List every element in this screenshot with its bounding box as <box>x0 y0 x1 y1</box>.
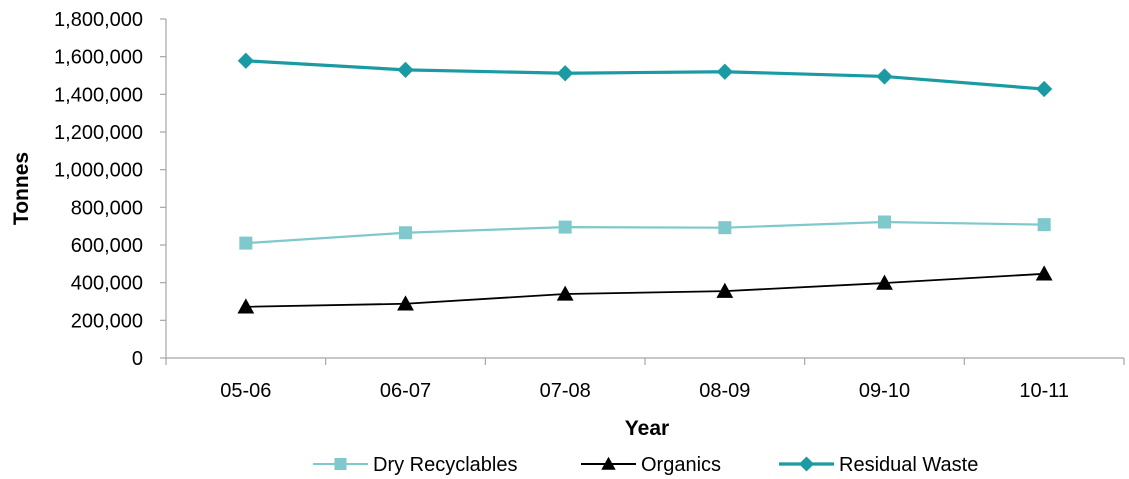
square-marker <box>399 226 412 240</box>
y-axis-title: Tonnes <box>10 152 33 225</box>
y-tick-label: 1,600,000 <box>54 47 143 69</box>
x-tick-label: 06-07 <box>380 380 431 402</box>
x-tick-label: 07-08 <box>540 380 591 402</box>
square-marker <box>334 458 347 470</box>
triangle-marker <box>716 282 734 298</box>
series-line <box>245 272 1045 308</box>
diamond-marker <box>237 52 254 69</box>
series-organics <box>237 265 1053 314</box>
y-axis: 0 200,000 400,000 600,000 800,000 1,000,000 1,… <box>54 9 167 370</box>
series-residual-waste <box>237 52 1053 98</box>
legend-label: Residual Waste <box>839 454 978 476</box>
diamond-marker <box>799 456 814 472</box>
legend-item: Residual Waste <box>779 454 978 476</box>
legend-item: Organics <box>581 454 721 476</box>
y-ticks: 0 200,000 400,000 600,000 800,000 1,000,000 1,… <box>54 9 166 370</box>
legend-item: Dry Recyclables <box>313 454 517 476</box>
triangle-marker <box>237 298 255 314</box>
y-tick-label: 400,000 <box>71 273 143 295</box>
x-axis-title: Year <box>625 417 669 440</box>
x-tick-label: 10-11 <box>1019 380 1069 402</box>
x-tick-label: 08-09 <box>699 380 750 402</box>
y-tick-label: 1,200,000 <box>54 122 143 144</box>
series-dry-recyclables <box>239 215 1051 250</box>
triangle-marker <box>1035 265 1053 281</box>
y-tick-label: 200,000 <box>71 310 143 332</box>
triangle-marker <box>397 295 414 311</box>
x-tick-label: 09-10 <box>859 380 910 402</box>
triangle-marker <box>876 274 893 290</box>
series-layer <box>237 52 1053 314</box>
x-axis: 05-06 06-07 07-08 08-09 09-10 10-11 <box>165 357 1125 402</box>
x-tick-label: 05-06 <box>220 380 271 402</box>
square-marker <box>239 236 253 250</box>
y-tick-label: 600,000 <box>71 235 143 257</box>
y-tick-label: 800,000 <box>71 197 143 219</box>
diamond-marker <box>716 63 733 80</box>
square-marker <box>718 221 732 235</box>
y-tick-label: 1,400,000 <box>54 84 143 106</box>
legend: Dry Recyclables Organics Residual Waste <box>313 454 978 476</box>
triangle-marker <box>601 456 616 470</box>
y-tick-label: 0 <box>132 348 143 370</box>
x-ticks: 05-06 06-07 07-08 08-09 09-10 10-11 <box>165 358 1125 402</box>
series-line <box>245 59 1045 91</box>
series-line <box>245 220 1045 245</box>
diamond-marker <box>1036 80 1053 98</box>
y-tick-label: 1,000,000 <box>54 160 143 182</box>
square-marker <box>1037 218 1051 232</box>
square-marker <box>558 220 572 234</box>
square-marker <box>878 215 891 229</box>
y-tick-label: 1,800,000 <box>54 9 143 31</box>
triangle-marker <box>556 285 574 301</box>
legend-label: Dry Recyclables <box>373 454 517 476</box>
legend-label: Organics <box>641 454 721 476</box>
diamond-marker <box>397 61 414 78</box>
diamond-marker <box>557 65 574 82</box>
diamond-marker <box>876 68 893 85</box>
